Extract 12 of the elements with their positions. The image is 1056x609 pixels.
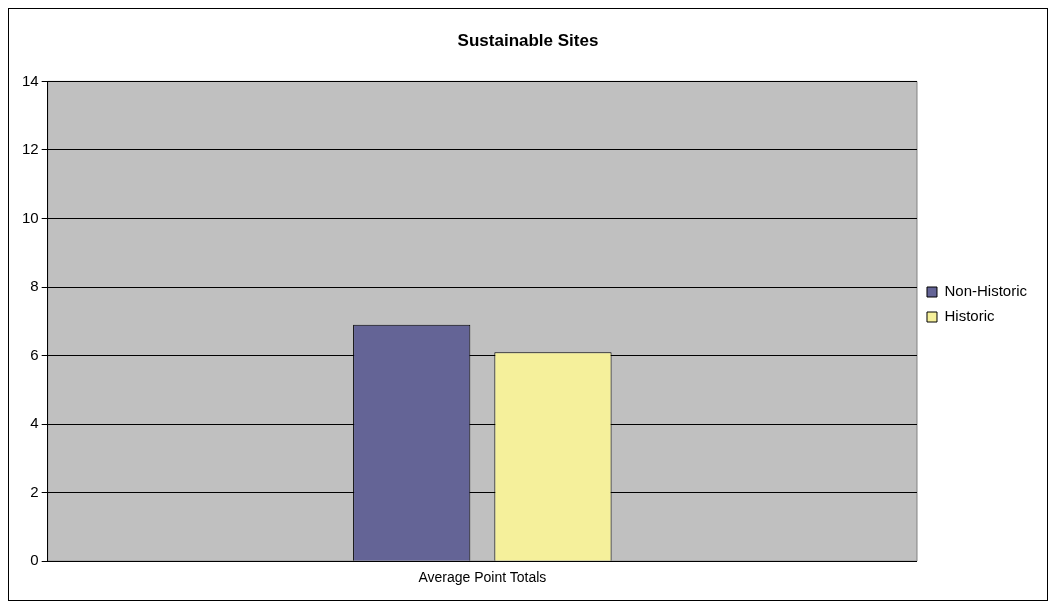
legend-label: Historic [944, 307, 995, 325]
y-tick-label: 2 [30, 482, 39, 500]
y-tick-label: 0 [30, 551, 39, 569]
y-tick-label: 14 [22, 71, 39, 89]
y-tick-label: 8 [30, 277, 39, 295]
x-tick-label: Average Point Totals [418, 569, 547, 586]
chart-title: Sustainable Sites [457, 30, 599, 50]
y-tick-label: 10 [22, 208, 39, 226]
y-tick-label: 6 [30, 345, 39, 363]
legend-label: Non-Historic [944, 282, 1028, 300]
y-tick-label: 12 [22, 140, 39, 158]
y-tick-label: 4 [30, 414, 39, 432]
